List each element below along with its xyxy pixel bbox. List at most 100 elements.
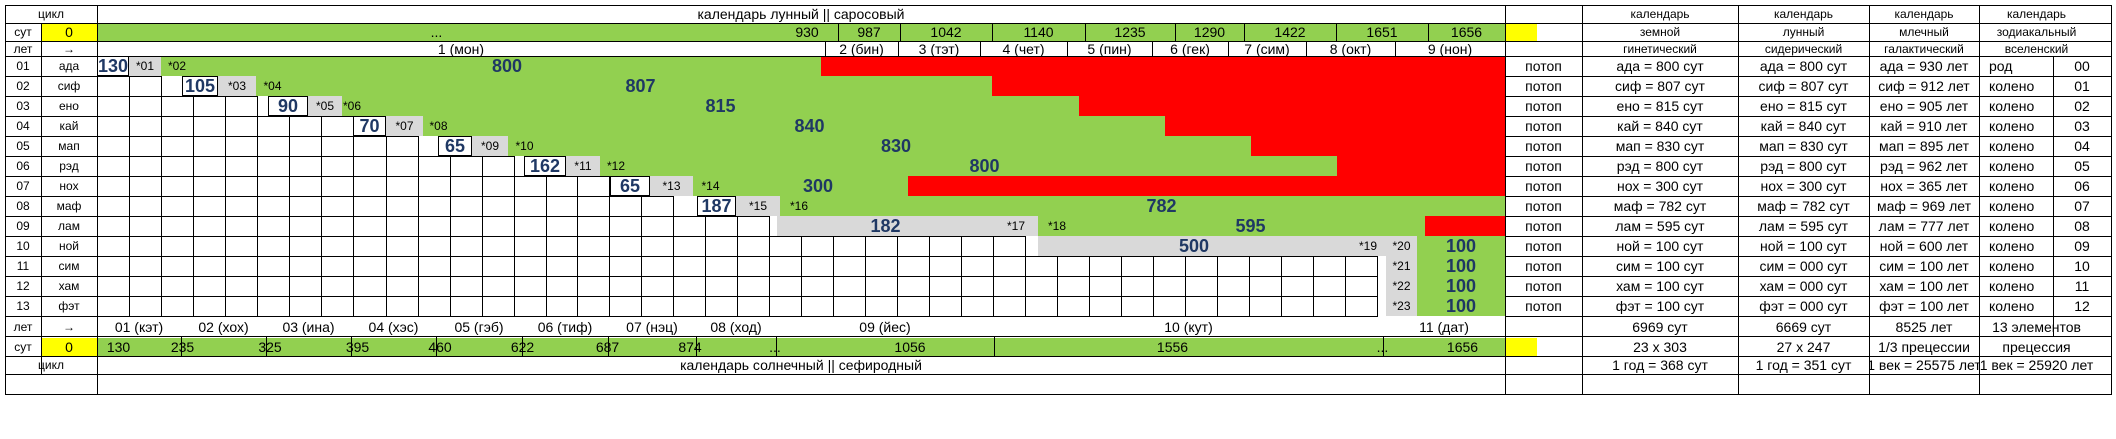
solar-month-header: 05 (гэб): [454, 319, 504, 335]
empty-cell: [577, 256, 610, 277]
empty-cell: [577, 176, 610, 197]
solar-sut-value: 1656: [1420, 338, 1505, 356]
empty-cell: [161, 116, 194, 137]
solar-month-header: 01 (кэт): [114, 319, 164, 335]
row-note: потоп: [1525, 58, 1562, 74]
col-border: [1175, 23, 1176, 41]
red-span: [908, 176, 1505, 196]
empty-cell: [609, 236, 642, 257]
row-name: ено: [59, 99, 79, 113]
empty-cell: [737, 276, 770, 297]
empty-cell: [769, 276, 802, 297]
month-header: 1 (мон): [437, 41, 485, 56]
bar-marker: *17: [994, 216, 1038, 236]
red-span: [992, 76, 1505, 96]
empty-cell: [1313, 276, 1346, 297]
empty-cell: [514, 236, 547, 257]
milky-calendar-value: лам = 777 лет: [1878, 218, 1970, 234]
month-header: 3 (тэт): [918, 41, 960, 56]
empty-cell: [929, 236, 962, 257]
empty-cell: [1153, 256, 1186, 277]
calendar-summary: 8525 лет: [1895, 319, 1953, 335]
calendar-header-title: календарь: [1894, 7, 1954, 21]
empty-cell: [833, 256, 866, 277]
calendar-header-title: календарь: [1773, 7, 1834, 21]
empty-cell: [353, 156, 387, 177]
calendar-header-kind: лунный: [1782, 25, 1825, 39]
sut-ellipsis: ...: [97, 23, 776, 41]
empty-cell: [609, 196, 642, 217]
empty-cell: [514, 296, 547, 317]
zodiac-calendar-value: колено: [1989, 238, 2035, 254]
bar-first-value: 65: [610, 176, 650, 196]
col-border: [2053, 56, 2054, 336]
bar-marker: *22: [1386, 276, 1417, 296]
empty-cell: [769, 236, 802, 257]
empty-cell: [161, 276, 194, 297]
row-border: [5, 76, 97, 77]
bar-value: 100: [1445, 296, 1477, 316]
calendar-header-type: сидерический: [1764, 41, 1843, 56]
empty-cell: [546, 256, 578, 277]
empty-cell: [993, 236, 1026, 257]
row-border: [5, 56, 2111, 57]
bar-marker: *05: [308, 96, 342, 116]
bar-marker: *18: [1038, 216, 1076, 236]
empty-cell: [193, 116, 226, 137]
empty-cell: [705, 216, 738, 237]
milky-calendar-value: сим = 100 лет: [1879, 258, 1969, 274]
empty-cell: [257, 136, 290, 157]
calendar-summary: 23 x 303: [1633, 339, 1687, 355]
empty-cell: [737, 256, 770, 277]
empty-cell: [257, 176, 290, 197]
col-border: [1582, 5, 1583, 395]
empty-cell: [801, 256, 834, 277]
empty-cell: [705, 276, 738, 297]
col-border: [436, 336, 437, 356]
zodiac-calendar-value: колено: [1989, 218, 2035, 234]
row-border: [5, 316, 97, 317]
empty-cell: [289, 136, 322, 157]
empty-cell: [161, 196, 194, 217]
empty-cell: [97, 116, 130, 137]
empty-cell: [129, 96, 162, 117]
red-span: [821, 56, 1505, 76]
empty-cell: [97, 256, 130, 277]
row-number: 10: [16, 239, 30, 253]
empty-cell: [993, 296, 1026, 317]
green-span: [1417, 296, 1505, 316]
row-note: потоп: [1525, 118, 1562, 134]
zodiac-calendar-value: колено: [1989, 78, 2035, 94]
empty-cell: [257, 196, 290, 217]
row-border: [1505, 116, 2111, 117]
empty-cell: [450, 276, 483, 297]
empty-cell: [386, 156, 419, 177]
empty-cell: [418, 156, 451, 177]
empty-cell: [897, 276, 930, 297]
empty-cell: [289, 296, 322, 317]
month-header: 9 (нон): [1427, 41, 1473, 56]
moon-calendar-value: кай = 840 сут: [1760, 118, 1847, 134]
bar-first-value: 162: [524, 156, 566, 176]
empty-cell: [833, 236, 866, 257]
empty-cell: [129, 216, 162, 237]
empty-cell: [482, 256, 515, 277]
empty-cell: [418, 276, 451, 297]
zodiac-index: 00: [2074, 58, 2090, 74]
row-border: [1505, 176, 2111, 177]
milky-calendar-value: ада = 930 лет: [1879, 58, 1969, 74]
bar-marker: *10: [508, 136, 541, 156]
empty-cell: [97, 156, 130, 177]
row-number: 04: [16, 119, 30, 133]
col-border: [1228, 41, 1229, 56]
empty-cell: [705, 256, 738, 277]
sut-value: 1656: [1428, 23, 1505, 41]
bar-value: 782: [1146, 196, 1177, 216]
empty-cell: [482, 276, 515, 297]
row-border: [1505, 76, 2111, 77]
empty-cell: [993, 276, 1026, 297]
row-name: мап: [58, 139, 80, 153]
month-header: 6 (гек): [1170, 41, 1210, 56]
empty-cell: [833, 296, 866, 317]
